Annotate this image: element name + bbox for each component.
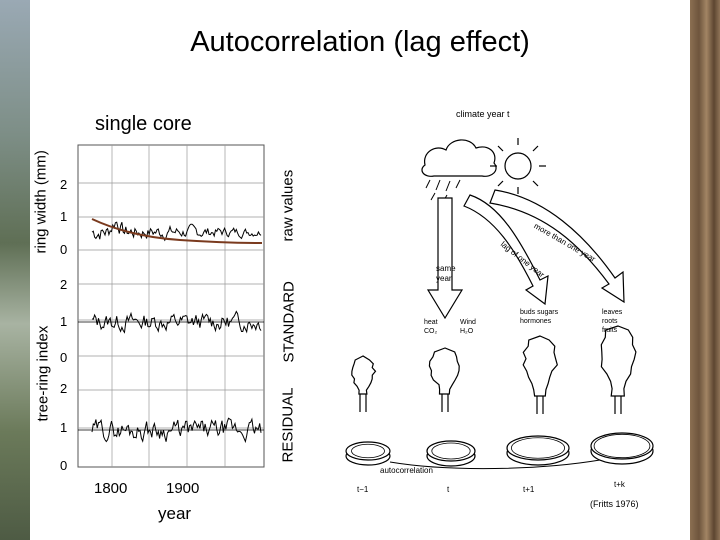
tree-crown [600, 325, 637, 397]
standard-tick-2: 2 [60, 277, 68, 292]
leaves-roots-fruits-label: leaves roots fruits [602, 309, 623, 334]
slide-title: Autocorrelation (lag effect) [190, 26, 530, 58]
time-label-t-minus-1: t−1 [357, 485, 369, 494]
tree-trunk [614, 396, 622, 414]
raw-tick-0: 0 [60, 242, 68, 257]
residual-series-line [91, 417, 262, 444]
climate-arrows [426, 189, 625, 320]
x-axis-label-year: year [158, 504, 192, 523]
heat-co2-label: heat CO₂ [424, 319, 438, 335]
cloud-icon [421, 139, 497, 177]
tree-ring [351, 443, 385, 459]
chart-series [78, 221, 264, 444]
arrow-same-year [426, 197, 464, 320]
residual-tick-0: 0 [60, 458, 68, 473]
tree-ring [593, 433, 651, 459]
buds-sugars-hormones-label: buds sugars hormones [520, 309, 559, 325]
tree-crown [428, 347, 460, 395]
time-label-t-plus-1: t+1 [523, 485, 535, 494]
tree-icons [351, 325, 637, 414]
tree-trunk [359, 394, 367, 412]
tree-ring [511, 437, 565, 459]
arrow-more-than-one-year [489, 189, 625, 304]
tree-crown [351, 355, 377, 395]
background-photo-left-edge [0, 0, 30, 540]
same-year-label: same year [436, 264, 456, 283]
tree-trunk [536, 396, 544, 414]
tree-trunk [441, 394, 449, 412]
citation: (Fritts 1976) [590, 499, 639, 509]
background-bark-right-edge [690, 0, 720, 540]
x-tick-1800: 1800 [94, 480, 128, 497]
tree-ring [431, 442, 471, 460]
residual-tick-1: 1 [60, 420, 68, 435]
chart-grid [78, 145, 264, 467]
time-label-t-plus-k: t+k [614, 480, 625, 489]
raw-series-line [91, 221, 262, 242]
x-tick-1900: 1900 [166, 480, 200, 497]
climate-year-label: climate year t [456, 109, 510, 119]
arrow-lag-one-year [463, 194, 549, 306]
raw-tick-2: 2 [60, 177, 68, 192]
sun-icon [490, 138, 546, 194]
rain-icon [425, 179, 461, 203]
tree-crown [522, 335, 558, 397]
chart-frame [77, 144, 265, 468]
residual-tick-2: 2 [60, 381, 68, 396]
trunk-disk-icons [345, 432, 654, 467]
time-label-t: t [447, 485, 450, 494]
single-core-heading: single core [95, 113, 192, 135]
autocorrelation-arrow [389, 459, 601, 470]
raw-trend-curve [91, 218, 263, 244]
standard-tick-0: 0 [60, 350, 68, 365]
wind-h2o-label: Wind H₂O [460, 319, 476, 335]
standard-tick-1: 1 [60, 314, 68, 329]
standard-series-line [91, 310, 262, 334]
raw-tick-1: 1 [60, 209, 68, 224]
autocorrelation-label: autocorrelation [380, 466, 433, 475]
